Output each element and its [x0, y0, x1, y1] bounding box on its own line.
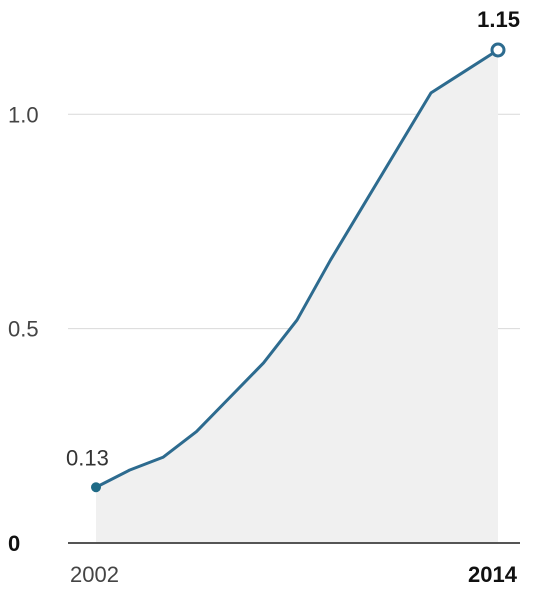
- end-point-marker: [490, 42, 506, 58]
- end-value-label: 1.15: [477, 7, 520, 32]
- series-line: [95, 48, 499, 489]
- y-tick-label-1: 0.5: [8, 317, 39, 342]
- start-point-marker: [91, 482, 101, 493]
- area-fill: [96, 50, 498, 543]
- x-tick-label-0: 2002: [70, 562, 119, 587]
- tick-labels: 0 0.5 1.0 2002 2014: [8, 102, 518, 587]
- y-tick-label-2: 1.0: [8, 102, 39, 127]
- start-value-label: 0.13: [66, 445, 109, 470]
- x-tick-label-1: 2014: [468, 562, 518, 587]
- y-tick-label-0: 0: [8, 531, 20, 556]
